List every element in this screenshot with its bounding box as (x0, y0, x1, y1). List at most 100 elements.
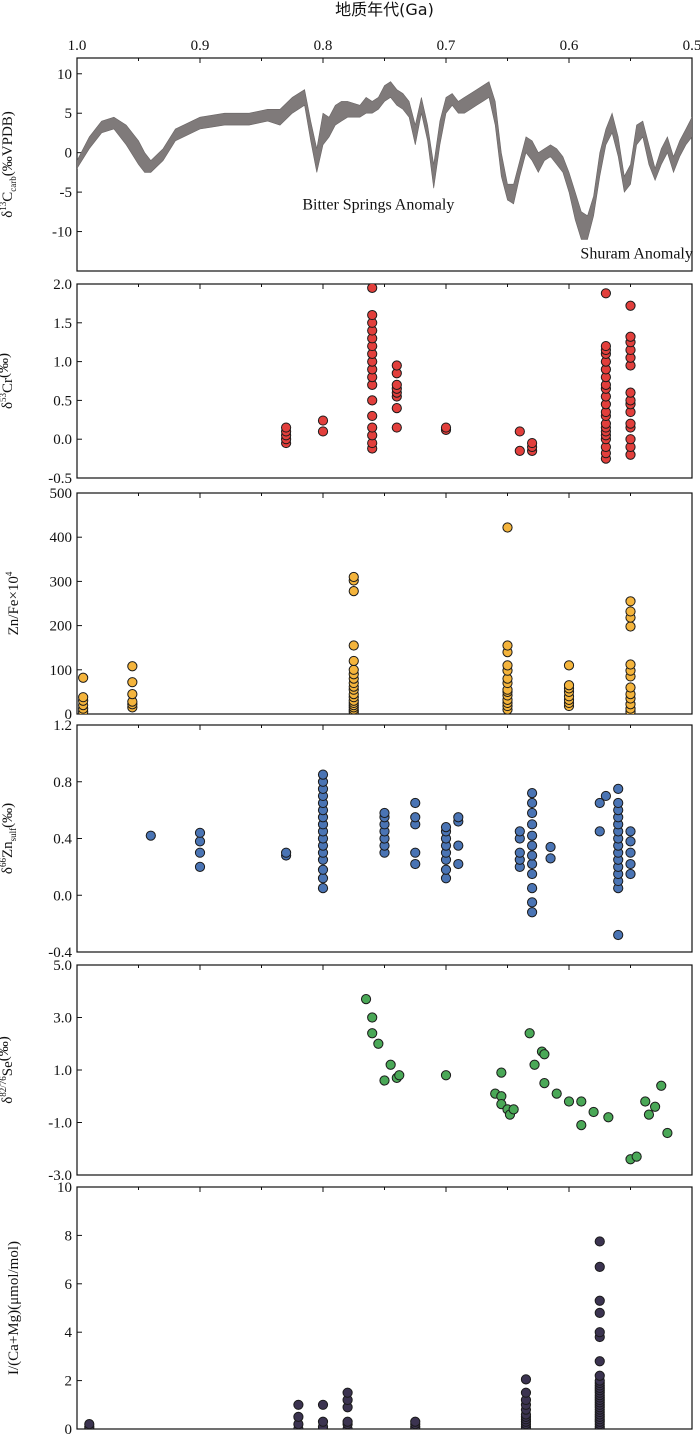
data-point (293, 1399, 304, 1410)
data-point (563, 660, 575, 671)
data-point (367, 422, 378, 433)
data-point (625, 300, 636, 311)
y-tick-label: 0.8 (53, 775, 72, 791)
y-tick-label: 1.5 (53, 316, 72, 332)
data-point (410, 812, 421, 823)
data-point (145, 830, 156, 841)
data-point (625, 418, 636, 429)
y-axis-title: δ13Ccarb(‰VPDB) (0, 111, 18, 218)
y-tick-label: 4 (65, 1325, 73, 1341)
y-tick-label: 1.0 (53, 355, 72, 371)
data-layer (281, 284, 636, 464)
data-point (379, 1075, 390, 1086)
data-point (502, 522, 513, 533)
data-point (453, 840, 464, 851)
data-point (625, 659, 636, 670)
data-point (391, 422, 402, 433)
y-tick-label: 1.2 (53, 718, 72, 734)
y-tick-label: 2.0 (53, 277, 72, 293)
data-point (410, 858, 421, 870)
data-point (643, 1109, 655, 1120)
panel-zn: 500 400 300 200 100 0 Zn/Fe×104 (4, 486, 693, 723)
data-point (527, 807, 538, 819)
y-tick-label: 100 (50, 663, 73, 679)
data-point (317, 769, 329, 780)
data-point (342, 1416, 353, 1427)
data-point (539, 1078, 550, 1089)
data-point (594, 826, 605, 837)
data-point (127, 661, 138, 672)
panel-frame (76, 964, 693, 1176)
y-tick-label: 10 (57, 67, 72, 83)
y-tick-label: 0 (65, 146, 73, 162)
data-layer (77, 81, 692, 240)
data-point (496, 1067, 507, 1078)
data-point (527, 437, 538, 449)
x-tick-label: 0.8 (314, 38, 333, 54)
y-tick-label: -3.0 (48, 1168, 72, 1184)
panel-ica: 10 8 6 4 2 0 I/(Ca+Mg)(μmol/mol) (6, 1180, 693, 1435)
data-point (367, 1012, 378, 1023)
data-point (594, 1236, 605, 1247)
y-tick-label: 10 (57, 1180, 72, 1196)
data-point (613, 797, 624, 809)
data-point (625, 847, 636, 858)
x-tick-label: 1.0 (68, 38, 87, 54)
data-point (588, 1106, 599, 1118)
data-point (508, 1104, 519, 1115)
data-point (625, 331, 636, 342)
data-point (576, 1096, 587, 1107)
data-point (391, 360, 402, 371)
data-point (576, 1120, 587, 1131)
data-point (194, 847, 206, 858)
data-point (317, 883, 329, 894)
data-point (625, 596, 636, 607)
y-axis-title: I/(Ca+Mg)(μmol/mol) (6, 1241, 22, 1375)
y-tick-label: 5.0 (53, 958, 72, 974)
data-point (391, 379, 402, 390)
data-point (613, 783, 624, 794)
data-layer (84, 1236, 605, 1429)
data-point (527, 897, 538, 908)
data-point (78, 672, 89, 683)
data-point (600, 340, 612, 352)
panel-znsulf: 1.2 0.8 0.4 0.0 -0.4 δ66Znsulf(‰) (0, 718, 693, 961)
data-point (545, 853, 556, 864)
y-axis-title: δ82/76Se(‰) (0, 1036, 16, 1104)
data-point (348, 571, 359, 583)
y-tick-label: 0.0 (53, 432, 72, 448)
y-tick-label: 300 (50, 574, 73, 590)
data-point (662, 1127, 673, 1139)
data-point (545, 841, 556, 853)
annotation: Shuram Anomaly (580, 245, 692, 262)
data-point (524, 1028, 535, 1039)
data-point (631, 1151, 642, 1162)
data-point (317, 873, 329, 884)
data-point (281, 422, 292, 433)
data-point (373, 1038, 384, 1049)
data-point (317, 1399, 329, 1410)
data-point (613, 929, 624, 941)
data-point (293, 1411, 304, 1423)
data-point (625, 606, 636, 617)
y-tick-label: -0.5 (48, 471, 72, 487)
panel-se: 5.0 3.0 1.0 -1.0 -3.0 δ82/76Se(‰) (0, 958, 693, 1184)
y-tick-label: -0.4 (48, 945, 72, 961)
panel-frame (76, 492, 693, 715)
data-point (410, 1416, 421, 1427)
data-point (367, 284, 378, 293)
data-point (527, 868, 538, 880)
y-axis-title: δ66Znsulf(‰) (0, 803, 18, 874)
panel-frame (76, 283, 693, 479)
annotation: Bitter Springs Anomaly (302, 196, 454, 213)
data-point (440, 873, 452, 884)
data-point (527, 858, 538, 870)
y-axis-title: δ53Cr(‰) (0, 353, 16, 409)
y-tick-label: 0 (65, 1422, 73, 1435)
data-point (379, 807, 390, 819)
data-point (527, 907, 538, 918)
data-point (527, 797, 538, 809)
data-point (527, 819, 538, 830)
y-tick-label: 500 (50, 486, 73, 502)
